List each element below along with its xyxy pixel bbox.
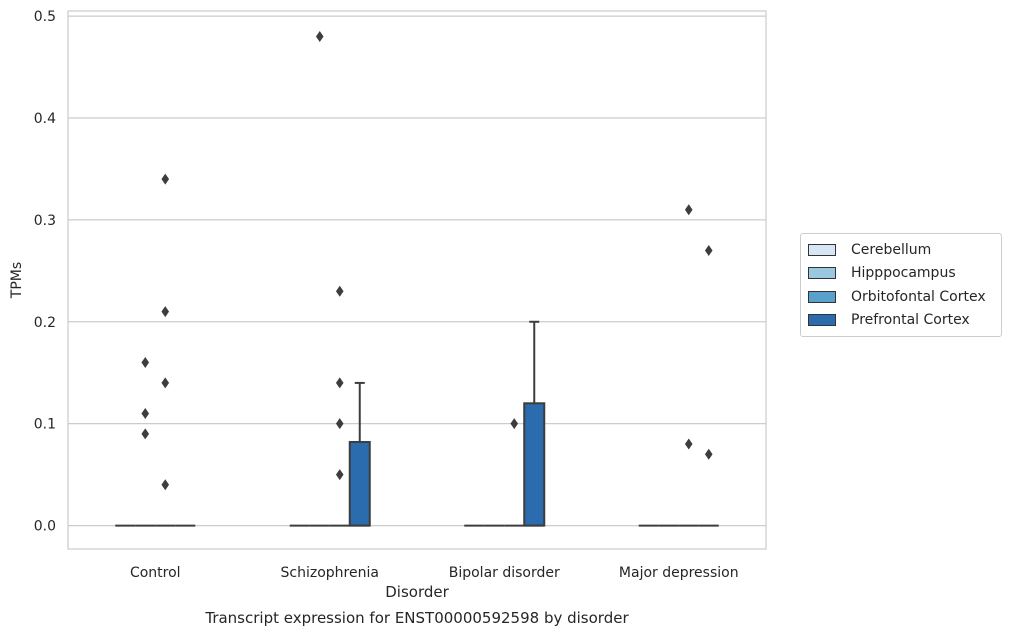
outlier-point [335,285,344,297]
grid-lines [68,15,766,527]
y-tick-label: 0.1 [34,417,56,433]
legend-swatch [808,267,836,280]
legend-swatch [808,290,836,303]
legend-item: Hipppocampus [801,262,1001,286]
outlier-point [704,244,713,256]
legend: Cerebellum Hipppocampus Orbitofontal Corte… [800,233,1002,337]
y-tick-label: 0.5 [34,9,56,25]
box-prefrontal-cortex [348,381,371,527]
legend-label: Hipppocampus [851,265,956,282]
outlier-point [161,306,170,318]
legend-item: Cerebellum [801,238,1001,262]
legend-swatch [808,314,836,327]
legend-label: Prefrontal Cortex [851,312,970,329]
box-prefrontal-cortex [523,320,546,527]
outlier-point [161,479,170,491]
legend-item: Prefrontal Cortex [801,309,1001,333]
legend-label: Orbitofontal Cortex [851,288,986,305]
outlier-point [335,469,344,481]
y-axis-label: TPMs [9,262,25,299]
outlier-point [335,377,344,389]
y-tick-label: 0.4 [34,111,56,127]
legend-swatch [808,243,836,256]
plot-area [67,10,767,550]
box-body [348,441,371,527]
y-tick-label: 0.0 [34,519,56,535]
outlier-point [141,428,150,440]
x-axis-ticks: Control Schizophrenia Bipolar disorder Majo… [130,565,739,581]
y-axis-ticks: 0.0 0.1 0.2 0.3 0.4 0.5 [34,9,56,534]
legend-label: Cerebellum [851,241,932,258]
x-tick-label: Major depression [619,565,739,581]
outlier-point [684,204,693,216]
outliers [141,30,713,491]
outlier-point [704,448,713,460]
y-tick-label: 0.3 [34,213,56,229]
outlier-point [161,173,170,185]
outlier-point [510,418,519,430]
x-tick-label: Bipolar disorder [449,565,560,581]
x-axis-label: Disorder [385,583,449,601]
outlier-point [684,438,693,450]
outlier-point [315,30,324,42]
box-body [523,402,546,527]
chart-caption: Transcript expression for ENST0000059259… [204,609,629,627]
outlier-point [335,418,344,430]
x-tick-label: Schizophrenia [281,565,379,581]
outlier-point [141,407,150,419]
boxes [115,320,719,527]
outlier-point [161,377,170,389]
y-tick-label: 0.2 [34,315,56,331]
outlier-point [141,357,150,369]
x-tick-label: Control [130,565,181,581]
legend-item: Orbitofontal Cortex [801,285,1001,309]
